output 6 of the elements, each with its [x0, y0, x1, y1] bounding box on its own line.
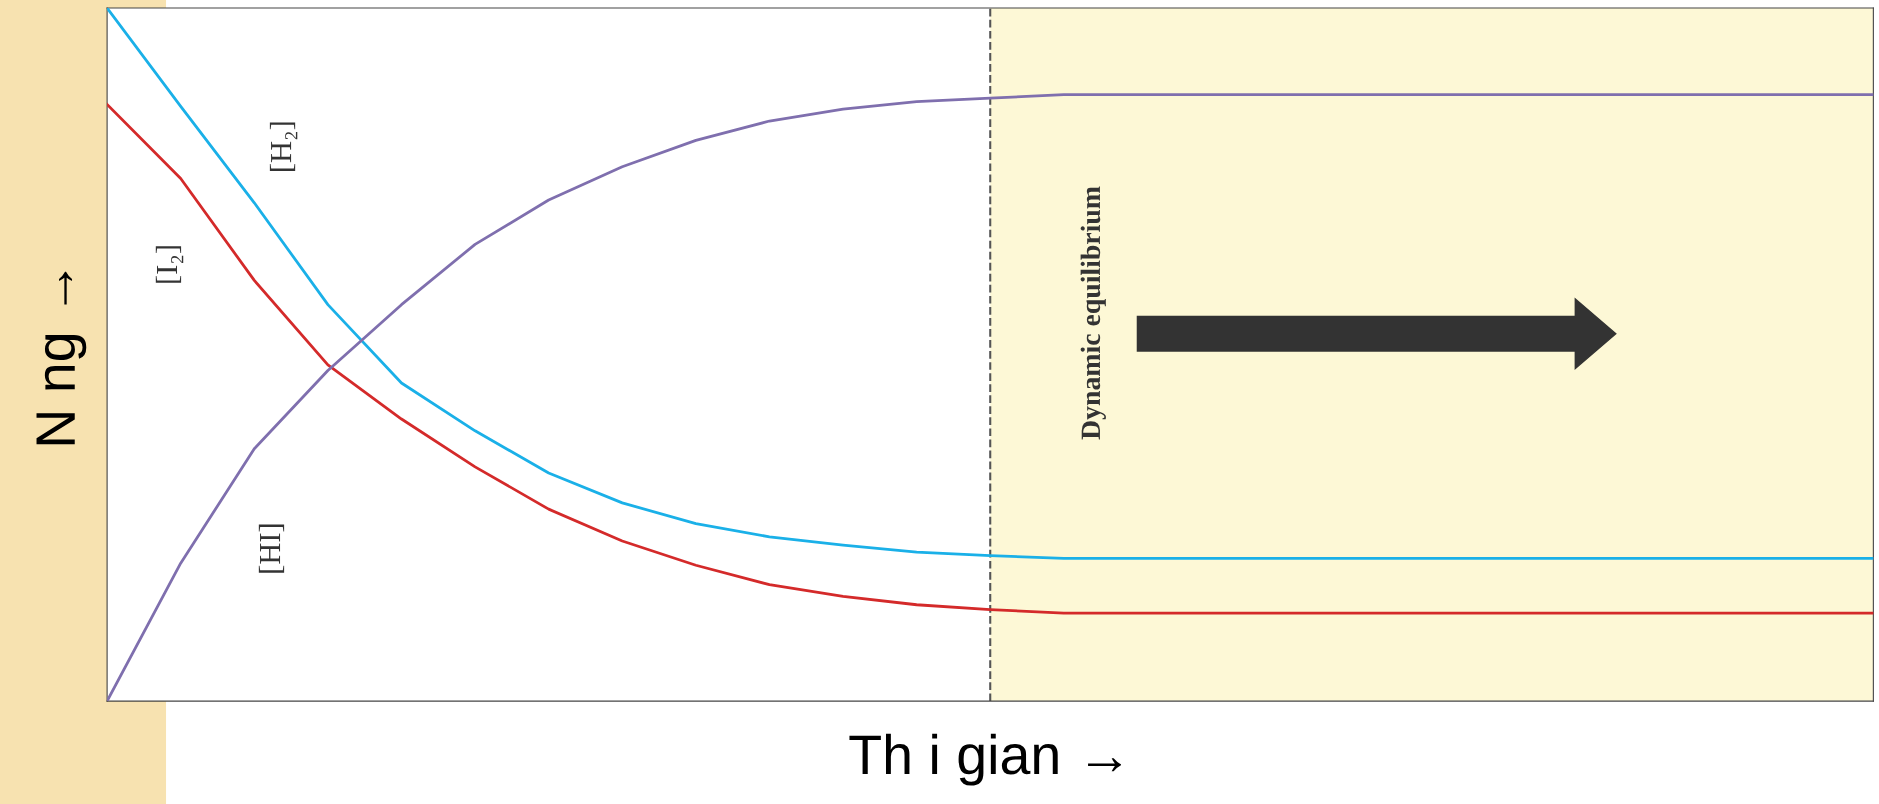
x-axis-title: Th i gian → [849, 733, 1121, 786]
text: [I₂] [155, 246, 184, 283]
text: [H₂] [269, 122, 298, 171]
annotation: Dynamic equilibrium [1080, 186, 1106, 440]
y-axis-title: N ng → [36, 271, 87, 445]
text: [HI] [258, 524, 285, 573]
